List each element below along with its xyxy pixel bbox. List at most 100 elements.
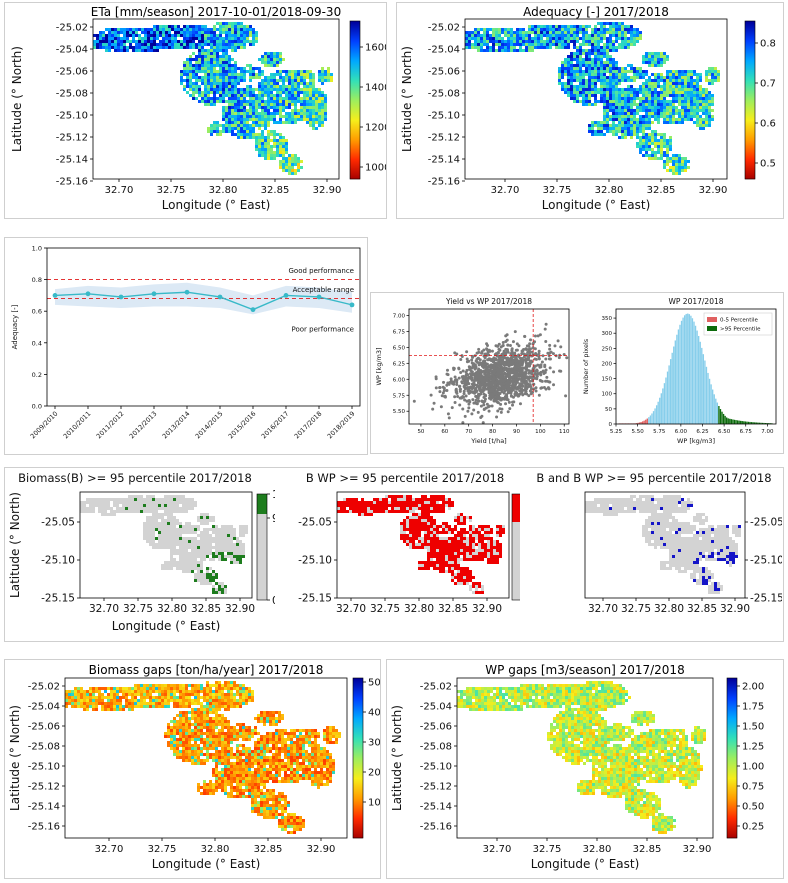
- scatter-point: [461, 377, 465, 381]
- map-pixel: [252, 37, 255, 40]
- map-pixel: [594, 100, 597, 103]
- map-pixel: [228, 106, 231, 109]
- series-line: [54, 291, 353, 311]
- map-pixel: [567, 85, 570, 88]
- map-pixel: [597, 49, 600, 52]
- map-pixel: [213, 40, 216, 43]
- map-pixel: [183, 37, 186, 40]
- map-pixel: [585, 82, 588, 85]
- map-pixel: [624, 106, 627, 109]
- map-pixels: [465, 22, 720, 175]
- map-pixel: [210, 52, 213, 55]
- colorbar-strip: [350, 72, 360, 74]
- map-pixel: [300, 103, 303, 106]
- histogram-bar: [707, 372, 709, 424]
- map-pixel: [228, 22, 231, 25]
- colorbar-strip: [745, 52, 755, 54]
- map-pixel: [579, 43, 582, 46]
- scatter-point: [495, 415, 499, 419]
- map-pixel: [216, 127, 219, 130]
- map-pixel: [690, 106, 693, 109]
- map-pixel: [144, 46, 147, 49]
- map-pixel: [120, 49, 123, 52]
- colorbar-strip: [350, 172, 360, 174]
- map-pixel: [192, 88, 195, 91]
- colorbar-strip: [745, 91, 755, 93]
- map-pixel: [495, 49, 498, 52]
- histogram-bar: [655, 405, 658, 424]
- map-pixel: [594, 73, 597, 76]
- scatter-point: [462, 392, 466, 396]
- map-pixel: [678, 97, 681, 100]
- map-pixel: [612, 127, 615, 130]
- map-pixel: [642, 100, 645, 103]
- map-pixel: [246, 100, 249, 103]
- map-pixel: [615, 70, 618, 73]
- map-pixel: [276, 79, 279, 82]
- map-pixel: [693, 73, 696, 76]
- map-pixel: [537, 31, 540, 34]
- scatter-point: [502, 355, 506, 359]
- colorbar-strip: [745, 75, 755, 77]
- map-pixel: [588, 25, 591, 28]
- map-pixel: [204, 91, 207, 94]
- histogram-bar: [654, 408, 656, 424]
- scatter-point: [490, 349, 494, 353]
- colorbar-strip: [350, 156, 360, 158]
- map-pixel: [267, 88, 270, 91]
- scatter-point: [502, 368, 506, 372]
- map-pixel: [660, 106, 663, 109]
- map-pixel: [636, 121, 639, 124]
- colorbar-strip: [350, 136, 360, 138]
- map-pixel: [615, 94, 618, 97]
- map-pixel: [657, 76, 660, 79]
- map-pixel: [276, 151, 279, 154]
- map-pixel: [552, 43, 555, 46]
- map-pixel: [234, 70, 237, 73]
- map-pixel: [687, 85, 690, 88]
- map-pixel: [576, 91, 579, 94]
- map-pixel: [546, 37, 549, 40]
- map-pixel: [513, 49, 516, 52]
- map-pixel: [633, 130, 636, 133]
- colorbar-strip: [745, 157, 755, 159]
- colorbar-strip: [350, 169, 360, 171]
- map-pixel: [186, 76, 189, 79]
- map-pixel: [522, 49, 525, 52]
- map-pixel: [207, 127, 210, 130]
- map-pixel: [591, 31, 594, 34]
- map-pixel: [294, 172, 297, 175]
- map-pixel: [633, 43, 636, 46]
- map-pixel: [654, 133, 657, 136]
- map-pixel: [612, 67, 615, 70]
- map-pixel: [627, 100, 630, 103]
- map-pixel: [237, 115, 240, 118]
- map-pixel: [615, 25, 618, 28]
- map-pixel: [276, 145, 279, 148]
- map-pixel: [474, 43, 477, 46]
- map-pixel: [294, 70, 297, 73]
- map-pixel: [594, 40, 597, 43]
- map-pixel: [270, 64, 273, 67]
- map-pixel: [657, 151, 660, 154]
- map-pixel: [291, 100, 294, 103]
- map-pixel: [561, 25, 564, 28]
- map-pixel: [237, 121, 240, 124]
- map-pixel: [585, 73, 588, 76]
- colorbar-strip: [745, 71, 755, 73]
- map-pixel: [177, 43, 180, 46]
- map-pixel: [681, 70, 684, 73]
- map-pixel: [639, 127, 642, 130]
- map-pixel: [594, 34, 597, 37]
- map-pixel: [159, 31, 162, 34]
- map-pixel: [309, 109, 312, 112]
- map-pixel: [471, 43, 474, 46]
- map-pixel: [678, 160, 681, 163]
- map-pixel: [588, 37, 591, 40]
- map-pixel: [678, 103, 681, 106]
- map-pixel: [246, 115, 249, 118]
- map-pixel: [246, 91, 249, 94]
- map-pixel: [252, 124, 255, 127]
- map-pixel: [651, 79, 654, 82]
- histogram-bar: [735, 420, 737, 424]
